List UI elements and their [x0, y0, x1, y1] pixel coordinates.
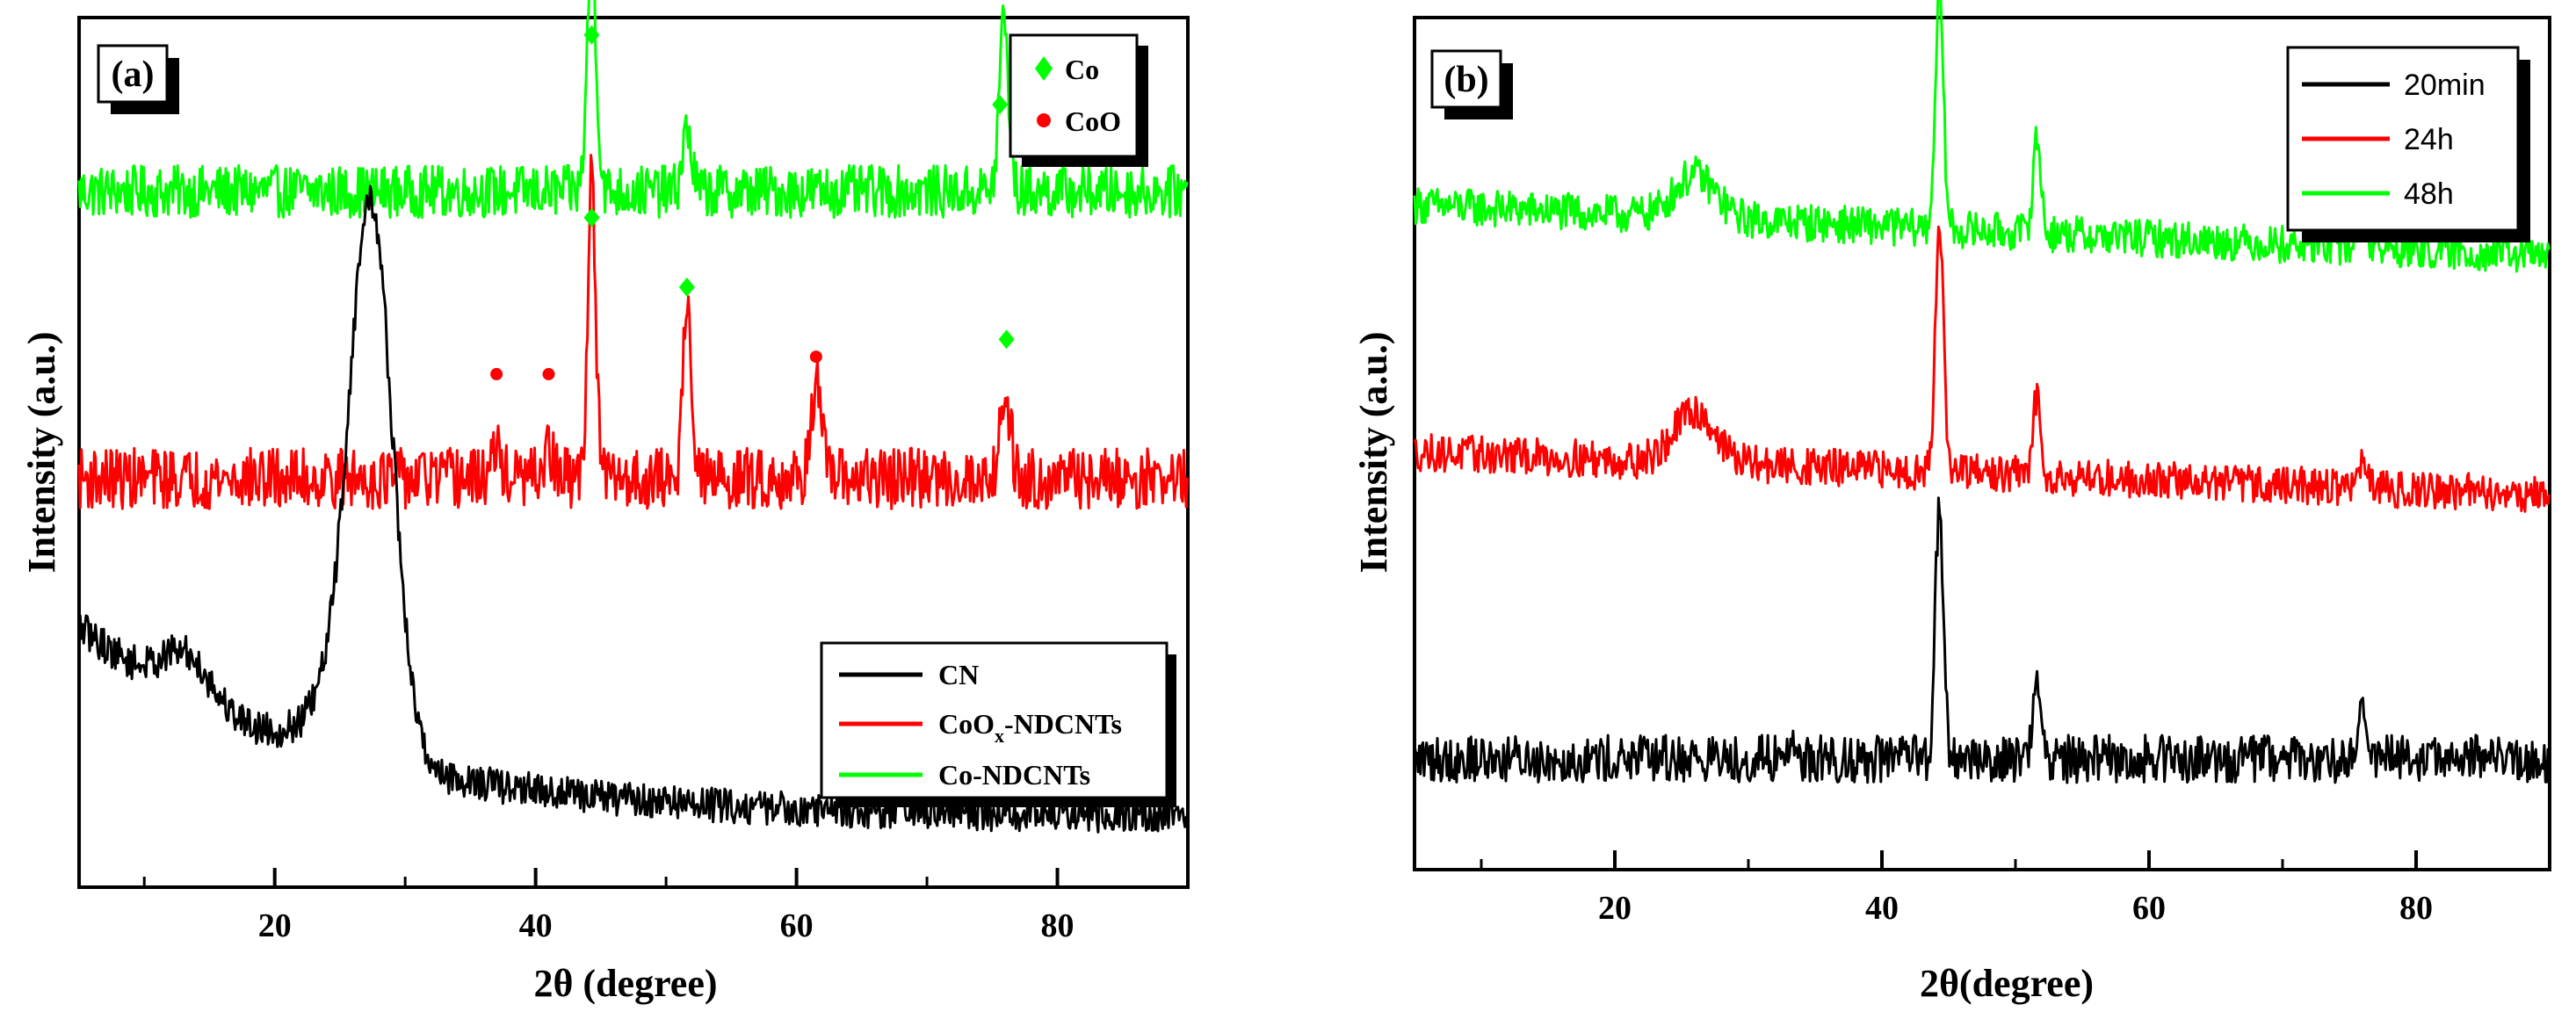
panel-b-x-ticks: 20 40 60 80 [1480, 850, 2551, 927]
co-peak-marker [678, 277, 695, 297]
panel-a-frame [77, 16, 1190, 889]
legend-cn-label: CN [938, 659, 979, 690]
coo-peak-marker [490, 367, 503, 380]
co-peak-marker [998, 329, 1015, 350]
x-tick-label: 20 [258, 907, 292, 944]
panel-b: 20 40 60 80 (b) 20min 24h 48h 2θ(degree) In… [1352, 0, 2551, 1005]
x-tick-label: 40 [519, 907, 553, 944]
legend-co-ndcnts-label: Co-NDCNTs [938, 759, 1090, 791]
panel-a-x-axis-title: 2θ (degree) [533, 962, 717, 1005]
panel-a-label: (a) [112, 54, 155, 95]
panel-a-label-box [97, 44, 169, 104]
panel-a-x-ticks: 20 40 60 80 [142, 868, 1190, 944]
panel-a-marker-legend: Co CoO [1009, 33, 1148, 167]
coo-peak-marker [809, 350, 822, 364]
panel-a-markers [490, 25, 1015, 380]
x-tick-label: 60 [780, 907, 814, 944]
marker-legend-co: Co [1065, 54, 1099, 85]
series-co-ndcnts [77, 0, 1189, 220]
legend-a-box [820, 641, 1169, 799]
panel-b-y-axis-title: Intensity (a.u.) [1352, 331, 1395, 573]
panel-b-frame [1413, 16, 2551, 871]
series-cn [77, 184, 1189, 834]
panel-b-x-axis-title: 2θ(degree) [1920, 962, 2094, 1005]
marker-legend-coo: CoO [1065, 105, 1121, 137]
panel-b-label: (b) [1444, 60, 1488, 100]
legend-coox-label: CoOx-NDCNTs [938, 708, 1122, 747]
x-tick-label: 40 [1865, 890, 1899, 927]
coo-circle-icon [1037, 113, 1051, 127]
x-tick-label: 60 [2132, 890, 2166, 927]
series-24h [1413, 225, 2551, 513]
co-peak-marker [992, 95, 1009, 114]
x-tick-label: 20 [1598, 890, 1632, 927]
x-tick-label: 80 [1041, 907, 1075, 944]
co-peak-marker [583, 207, 600, 228]
series-coox-ndcnts [77, 154, 1189, 510]
series-20min [1413, 496, 2551, 784]
legend-48h-label: 48h [2404, 177, 2454, 211]
panel-a-y-axis-title: Intensity (a.u.) [20, 331, 63, 573]
legend-20min-label: 20min [2404, 69, 2486, 102]
co-peak-marker [583, 25, 600, 45]
panel-a-legend: CN CoOx-NDCNTs Co-NDCNTs [820, 641, 1176, 807]
panel-b-legend: 20min 24h 48h [2286, 46, 2530, 242]
co-diamond-icon [1035, 56, 1053, 81]
x-tick-label: 80 [2399, 890, 2433, 927]
panel-b-label-box [1430, 49, 1502, 109]
marker-legend-box [1009, 33, 1139, 158]
panel-a-series [77, 0, 1189, 834]
coo-peak-marker [542, 367, 555, 380]
legend-24h-label: 24h [2404, 123, 2454, 156]
panel-a: 20 40 60 80 (a) Co CoO CN CoOx-NDCNTs Co-ND… [20, 0, 1190, 1005]
